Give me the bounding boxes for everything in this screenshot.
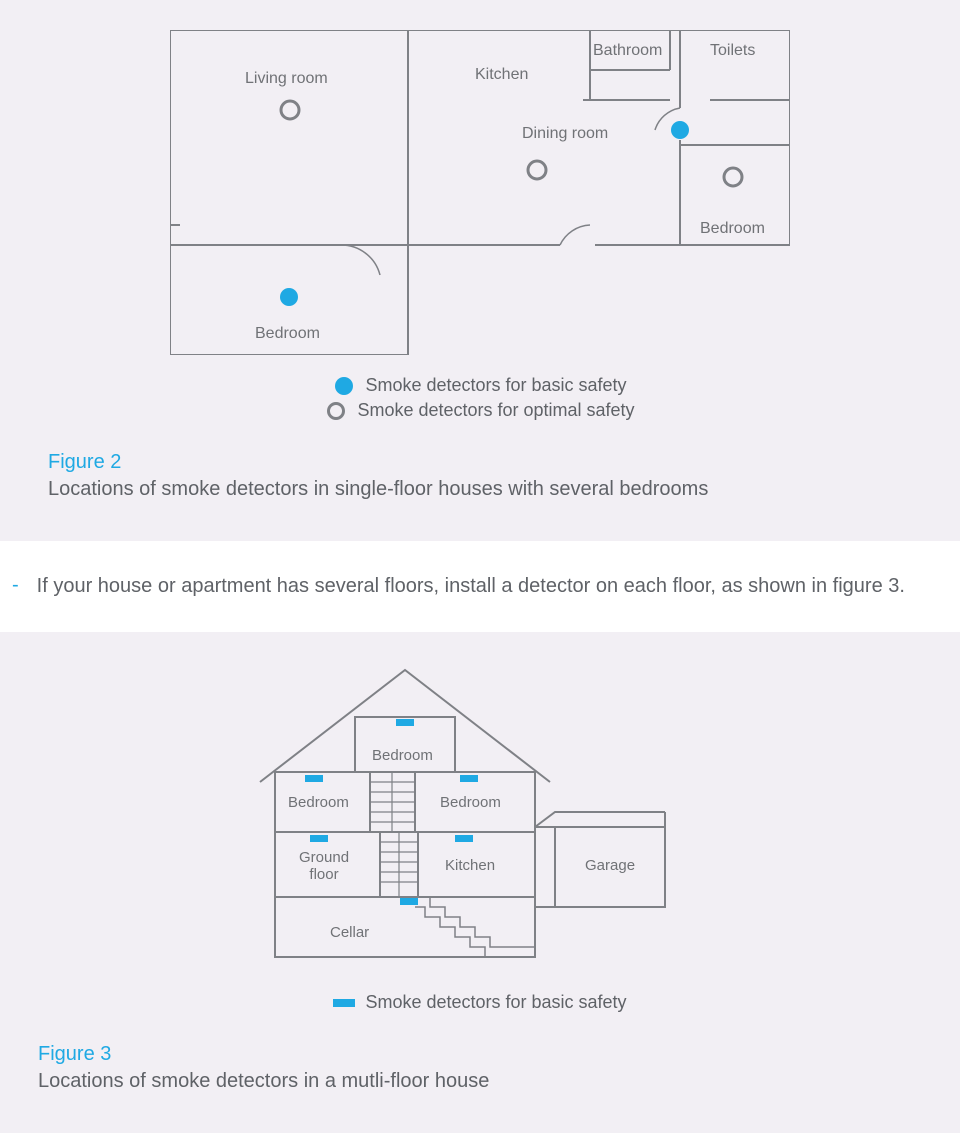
figure2-number: Figure 2 xyxy=(48,451,912,474)
basic-dot-icon xyxy=(333,377,355,395)
figure2-panel: Living room Kitchen Bathroom Toilets Din… xyxy=(0,0,960,541)
legend-row-optimal: Smoke detectors for optimal safety xyxy=(325,400,634,421)
figure2-caption-text: Locations of smoke detectors in single-f… xyxy=(48,478,912,501)
label-cellar: Cellar xyxy=(330,924,369,941)
optimal-dot-icon xyxy=(325,402,347,420)
bullet-dash: - xyxy=(12,573,19,597)
label-garage: Garage xyxy=(585,857,635,874)
figure3-caption: Figure 3 Locations of smoke detectors in… xyxy=(20,1043,940,1093)
figure3-panel: Bedroom Bedroom Bedroom Groundfloor Kitc… xyxy=(0,632,960,1133)
label-toilets: Toilets xyxy=(710,42,755,60)
body-paragraph-block: - If your house or apartment has several… xyxy=(0,541,960,632)
figure2-legend: Smoke detectors for basic safety Smoke d… xyxy=(20,375,940,421)
figure3-caption-text: Locations of smoke detectors in a mutli-… xyxy=(38,1070,912,1093)
label-kitchen: Kitchen xyxy=(475,66,528,84)
legend-basic-text-f3: Smoke detectors for basic safety xyxy=(365,992,626,1013)
label-bathroom: Bathroom xyxy=(593,42,662,60)
figure2-floorplan: Living room Kitchen Bathroom Toilets Din… xyxy=(170,30,790,355)
label-attic-bedroom: Bedroom xyxy=(372,747,433,764)
figure3-house: Bedroom Bedroom Bedroom Groundfloor Kitc… xyxy=(255,662,705,962)
label-living-room: Living room xyxy=(245,70,328,88)
figure2-caption: Figure 2 Locations of smoke detectors in… xyxy=(20,451,940,501)
legend-optimal-text: Smoke detectors for optimal safety xyxy=(357,400,634,421)
label-bedroom-r: Bedroom xyxy=(440,794,501,811)
label-ground-floor: Groundfloor xyxy=(299,850,349,883)
basic-rect-icon xyxy=(333,999,355,1007)
label-bedroom-l: Bedroom xyxy=(288,794,349,811)
label-bedroom-left: Bedroom xyxy=(255,325,320,343)
body-paragraph: If your house or apartment has several f… xyxy=(37,573,905,600)
label-kitchen-f3: Kitchen xyxy=(445,857,495,874)
figure3-legend: Smoke detectors for basic safety xyxy=(20,992,940,1013)
legend-basic-text: Smoke detectors for basic safety xyxy=(365,375,626,396)
legend-row-basic-f3: Smoke detectors for basic safety xyxy=(333,992,626,1013)
label-bedroom-right: Bedroom xyxy=(700,220,765,238)
house-svg xyxy=(255,662,705,962)
figure3-number: Figure 3 xyxy=(38,1043,912,1066)
legend-row-basic: Smoke detectors for basic safety xyxy=(333,375,626,396)
label-dining-room: Dining room xyxy=(522,125,608,143)
